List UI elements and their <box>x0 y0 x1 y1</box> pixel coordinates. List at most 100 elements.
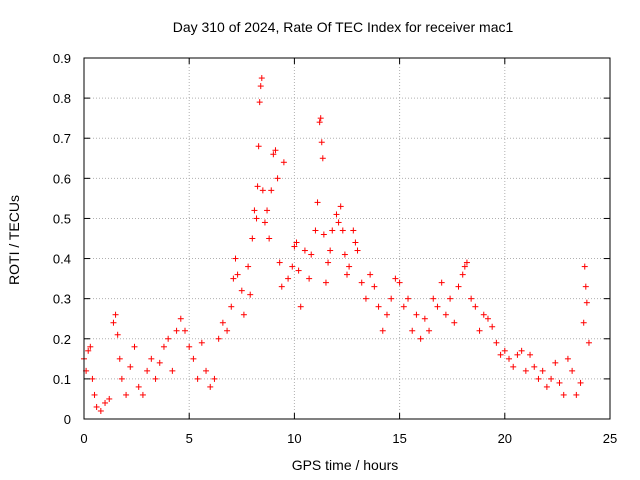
data-point <box>152 375 159 382</box>
y-tick-label: 0 <box>64 412 71 427</box>
data-point <box>93 403 100 410</box>
x-axis-label: GPS time / hours <box>292 457 399 473</box>
data-point <box>413 311 420 318</box>
data-point <box>442 311 449 318</box>
data-point <box>569 367 576 374</box>
data-point <box>238 287 245 294</box>
data-point <box>583 299 590 306</box>
data-point <box>543 383 550 390</box>
data-point <box>272 147 279 154</box>
data-point <box>254 183 261 190</box>
data-point <box>383 311 390 318</box>
x-tick-label: 5 <box>186 431 193 446</box>
data-points <box>81 75 592 414</box>
x-tick-label: 20 <box>498 431 512 446</box>
data-point <box>249 235 256 242</box>
data-point <box>123 391 130 398</box>
data-point <box>362 295 369 302</box>
data-point <box>89 375 96 382</box>
data-point <box>268 187 275 194</box>
grid-lines <box>84 58 610 419</box>
data-point <box>552 359 559 366</box>
data-point <box>148 355 155 362</box>
data-point <box>139 391 146 398</box>
data-point <box>451 319 458 326</box>
data-point <box>447 295 454 302</box>
data-point <box>266 235 273 242</box>
chart-title: Day 310 of 2024, Rate Of TEC Index for r… <box>173 19 514 35</box>
x-tick-label: 0 <box>80 431 87 446</box>
data-point <box>426 327 433 334</box>
x-tick-label: 25 <box>603 431 617 446</box>
data-point <box>190 355 197 362</box>
data-point <box>198 339 205 346</box>
x-tick-label: 10 <box>287 431 301 446</box>
data-point <box>405 295 412 302</box>
data-point <box>341 251 348 258</box>
data-point <box>245 263 252 270</box>
data-point <box>110 319 117 326</box>
data-point <box>97 407 104 414</box>
y-tick-label: 0.5 <box>53 211 71 226</box>
data-point <box>91 391 98 398</box>
data-point <box>518 347 525 354</box>
data-point <box>270 151 277 158</box>
plot-frame <box>83 57 611 420</box>
data-point <box>497 351 504 358</box>
data-point <box>319 155 326 162</box>
data-point <box>314 199 321 206</box>
data-point <box>514 351 521 358</box>
data-point <box>293 239 300 246</box>
data-point <box>289 263 296 270</box>
data-point <box>493 339 500 346</box>
data-point <box>85 347 92 354</box>
y-tick-label: 0.1 <box>53 372 71 387</box>
data-point <box>539 367 546 374</box>
data-point <box>276 259 283 266</box>
data-point <box>232 255 239 262</box>
data-point <box>256 99 263 106</box>
data-point <box>560 391 567 398</box>
data-point <box>297 303 304 310</box>
y-tick-labels: 0 0.1 0.2 0.3 0.4 0.5 0.6 0.7 0.8 0.9 <box>53 51 71 427</box>
data-point <box>320 231 327 238</box>
data-point <box>169 367 176 374</box>
data-point <box>127 363 134 370</box>
data-point <box>261 219 268 226</box>
data-point <box>258 75 265 82</box>
data-point <box>476 327 483 334</box>
data-point <box>455 283 462 290</box>
data-point <box>582 283 589 290</box>
data-point <box>461 263 468 270</box>
data-point <box>344 271 350 278</box>
data-point <box>207 383 214 390</box>
data-point <box>219 319 226 326</box>
data-point <box>417 335 424 342</box>
data-point <box>400 303 407 310</box>
data-point <box>112 311 119 318</box>
data-point <box>306 275 313 282</box>
data-point <box>234 271 241 278</box>
y-tick-label: 0.7 <box>53 131 71 146</box>
data-point <box>325 259 332 266</box>
data-point <box>215 335 222 342</box>
axis-ticks <box>83 57 611 420</box>
data-point <box>506 355 513 362</box>
data-point <box>317 115 324 122</box>
data-point <box>468 295 475 302</box>
data-point <box>247 291 254 298</box>
data-point <box>144 367 151 374</box>
data-point <box>510 363 517 370</box>
data-point <box>522 367 529 374</box>
data-point <box>354 247 361 254</box>
x-tick-labels: 0 5 10 15 20 25 <box>80 431 617 446</box>
data-point <box>371 283 378 290</box>
data-point <box>274 175 281 182</box>
data-point <box>264 207 271 214</box>
data-point <box>339 227 346 234</box>
data-point <box>322 279 329 286</box>
data-point <box>177 315 184 322</box>
data-point <box>463 259 470 266</box>
data-point <box>392 275 399 282</box>
